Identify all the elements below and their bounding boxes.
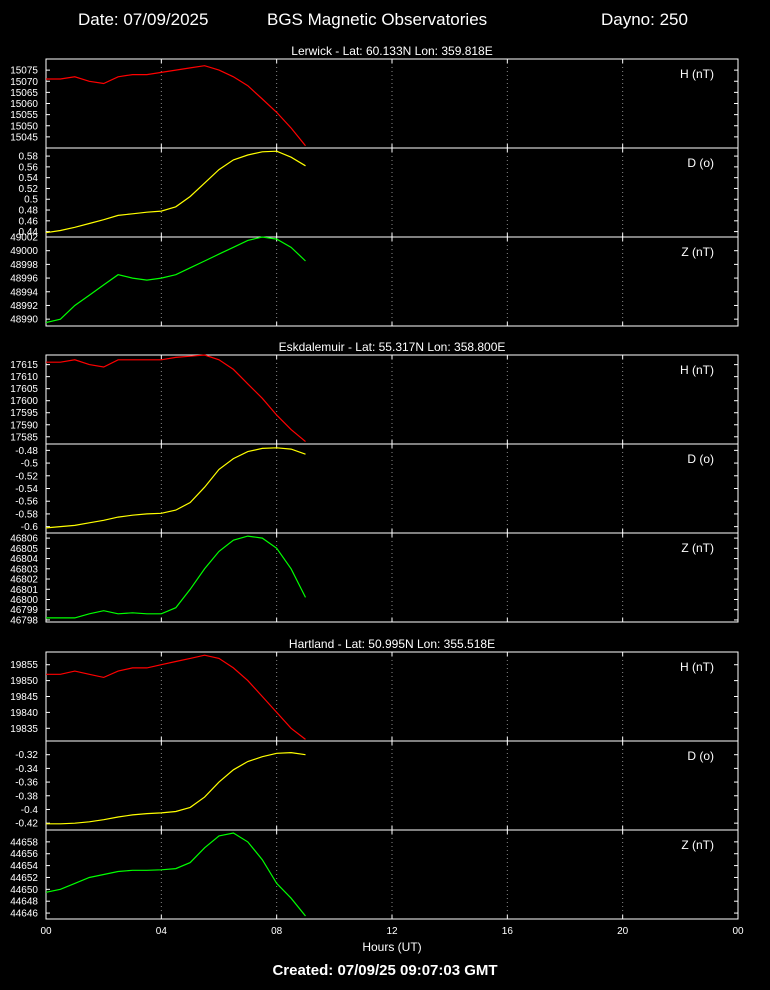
component-label: D (o) [687, 749, 714, 763]
y-tick-label: 46801 [10, 585, 38, 596]
y-tick-label: 46805 [10, 544, 38, 555]
component-label: H (nT) [680, 67, 714, 81]
y-tick-label: 19850 [10, 676, 38, 687]
component-label: D (o) [687, 452, 714, 466]
series-line-h [46, 654, 306, 740]
y-tick-label: 46798 [10, 615, 38, 626]
series-line-h [46, 65, 306, 147]
y-tick-label: 17595 [10, 408, 38, 419]
series-line-d [46, 751, 306, 825]
component-label: Z (nT) [681, 541, 714, 555]
y-tick-label: 44650 [10, 885, 38, 896]
y-tick-label: -0.54 [15, 484, 38, 495]
y-tick-label: 15065 [10, 88, 38, 99]
y-tick-label: -0.38 [15, 791, 38, 802]
y-tick-label: -0.42 [15, 819, 38, 830]
x-axis-label: Hours (UT) [362, 940, 421, 954]
page-header: Date: 07/09/2025 BGS Magnetic Observator… [0, 0, 770, 40]
y-tick-label: -0.48 [15, 446, 38, 457]
x-tick-label: 20 [617, 926, 629, 937]
y-tick-label: 17610 [10, 372, 38, 383]
y-tick-label: 19855 [10, 660, 38, 671]
y-tick-label: 48990 [10, 315, 38, 326]
y-tick-label: 15050 [10, 121, 38, 132]
y-tick-label: -0.32 [15, 750, 38, 761]
component-label: D (o) [687, 156, 714, 170]
y-tick-label: 17605 [10, 384, 38, 395]
y-tick-label: 0.56 [19, 162, 39, 173]
y-tick-label: 19840 [10, 708, 38, 719]
y-tick-label: 17585 [10, 432, 38, 443]
y-tick-label: 15070 [10, 77, 38, 88]
y-tick-label: 15075 [10, 66, 38, 77]
y-tick-label: 49000 [10, 246, 38, 257]
y-tick-label: -0.52 [15, 471, 38, 482]
y-tick-label: 19835 [10, 724, 38, 735]
component-label: Z (nT) [681, 838, 714, 852]
series-line-h [46, 354, 306, 443]
y-tick-label: 0.44 [19, 227, 39, 238]
y-tick-label: -0.58 [15, 509, 38, 520]
y-tick-label: -0.4 [21, 805, 39, 816]
y-tick-label: -0.56 [15, 497, 38, 508]
x-tick-label: 08 [271, 926, 283, 937]
series-line-d [45, 150, 306, 234]
y-tick-label: -0.34 [15, 764, 38, 775]
y-tick-label: 0.58 [19, 152, 39, 163]
y-tick-label: 44646 [10, 909, 38, 920]
y-tick-label: 48998 [10, 260, 38, 271]
x-tick-label: 12 [386, 926, 398, 937]
y-tick-label: 0.46 [19, 216, 39, 227]
series-line-d [45, 447, 306, 529]
y-tick-label: 0.52 [19, 184, 39, 195]
date-label: Date: 07/09/2025 [78, 10, 209, 29]
page-title: BGS Magnetic Observatories [267, 10, 488, 29]
dayno-label: Dayno: 250 [601, 10, 688, 29]
series-line-z [45, 832, 306, 917]
y-tick-label: -0.6 [21, 522, 39, 533]
y-tick-label: 48994 [10, 287, 38, 298]
y-tick-label: -0.36 [15, 778, 38, 789]
y-tick-label: 44658 [10, 837, 38, 848]
y-tick-label: 0.48 [19, 206, 39, 217]
y-tick-label: 44654 [10, 861, 38, 872]
y-tick-label: -0.5 [21, 459, 39, 470]
y-tick-label: 17590 [10, 420, 38, 431]
station-title: Hartland - Lat: 50.995N Lon: 355.518E [289, 637, 495, 651]
y-tick-label: 0.5 [24, 195, 38, 206]
station-title: Eskdalemuir - Lat: 55.317N Lon: 358.800E [279, 340, 506, 354]
y-tick-label: 15060 [10, 99, 38, 110]
y-tick-label: 46806 [10, 534, 38, 545]
y-tick-label: 19845 [10, 692, 38, 703]
y-tick-label: 44648 [10, 897, 38, 908]
component-label: Z (nT) [681, 245, 714, 259]
y-tick-label: 44656 [10, 849, 38, 860]
station-title: Lerwick - Lat: 60.133N Lon: 359.818E [291, 44, 492, 58]
series-line-z [45, 236, 306, 324]
y-tick-label: 49002 [10, 233, 38, 244]
y-tick-label: 46802 [10, 575, 38, 586]
y-tick-label: 48996 [10, 274, 38, 285]
y-tick-label: 46804 [10, 554, 38, 565]
y-tick-label: 17615 [10, 360, 38, 371]
y-tick-label: 48992 [10, 301, 38, 312]
y-tick-label: 46799 [10, 605, 38, 616]
x-tick-label: 00 [732, 926, 744, 937]
created-timestamp: Created: 07/09/25 09:07:03 GMT [272, 962, 498, 979]
y-tick-label: 15055 [10, 110, 38, 121]
y-tick-label: 46803 [10, 564, 38, 575]
y-tick-label: 17600 [10, 396, 38, 407]
x-tick-label: 16 [502, 926, 514, 937]
component-label: H (nT) [680, 660, 714, 674]
component-label: H (nT) [680, 363, 714, 377]
y-tick-label: 15045 [10, 132, 38, 143]
y-tick-label: 46800 [10, 595, 38, 606]
x-tick-label: 04 [156, 926, 168, 937]
series-line-z [46, 535, 307, 619]
y-tick-label: 44652 [10, 873, 38, 884]
x-tick-label: 00 [40, 926, 52, 937]
y-tick-label: 0.54 [19, 173, 39, 184]
